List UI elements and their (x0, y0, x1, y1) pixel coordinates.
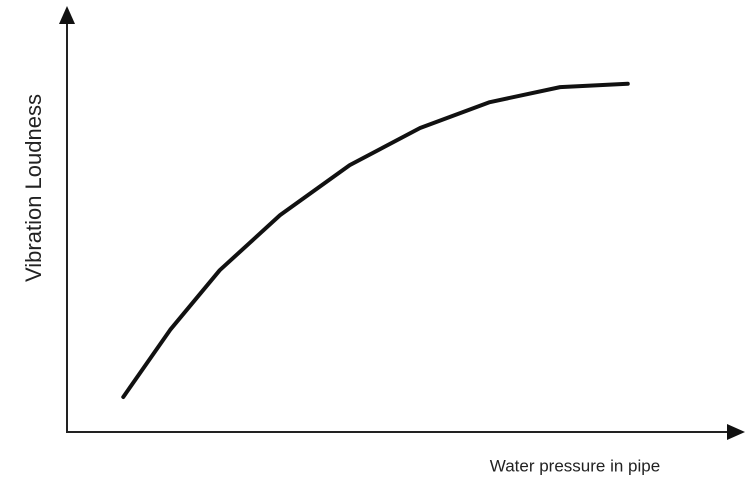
y-axis-label: Vibration Loudness (21, 94, 46, 282)
y-axis-arrow (59, 6, 75, 24)
x-axis-arrow (727, 424, 745, 440)
x-axis-label: Water pressure in pipe (490, 456, 660, 475)
curve (121, 81, 630, 399)
